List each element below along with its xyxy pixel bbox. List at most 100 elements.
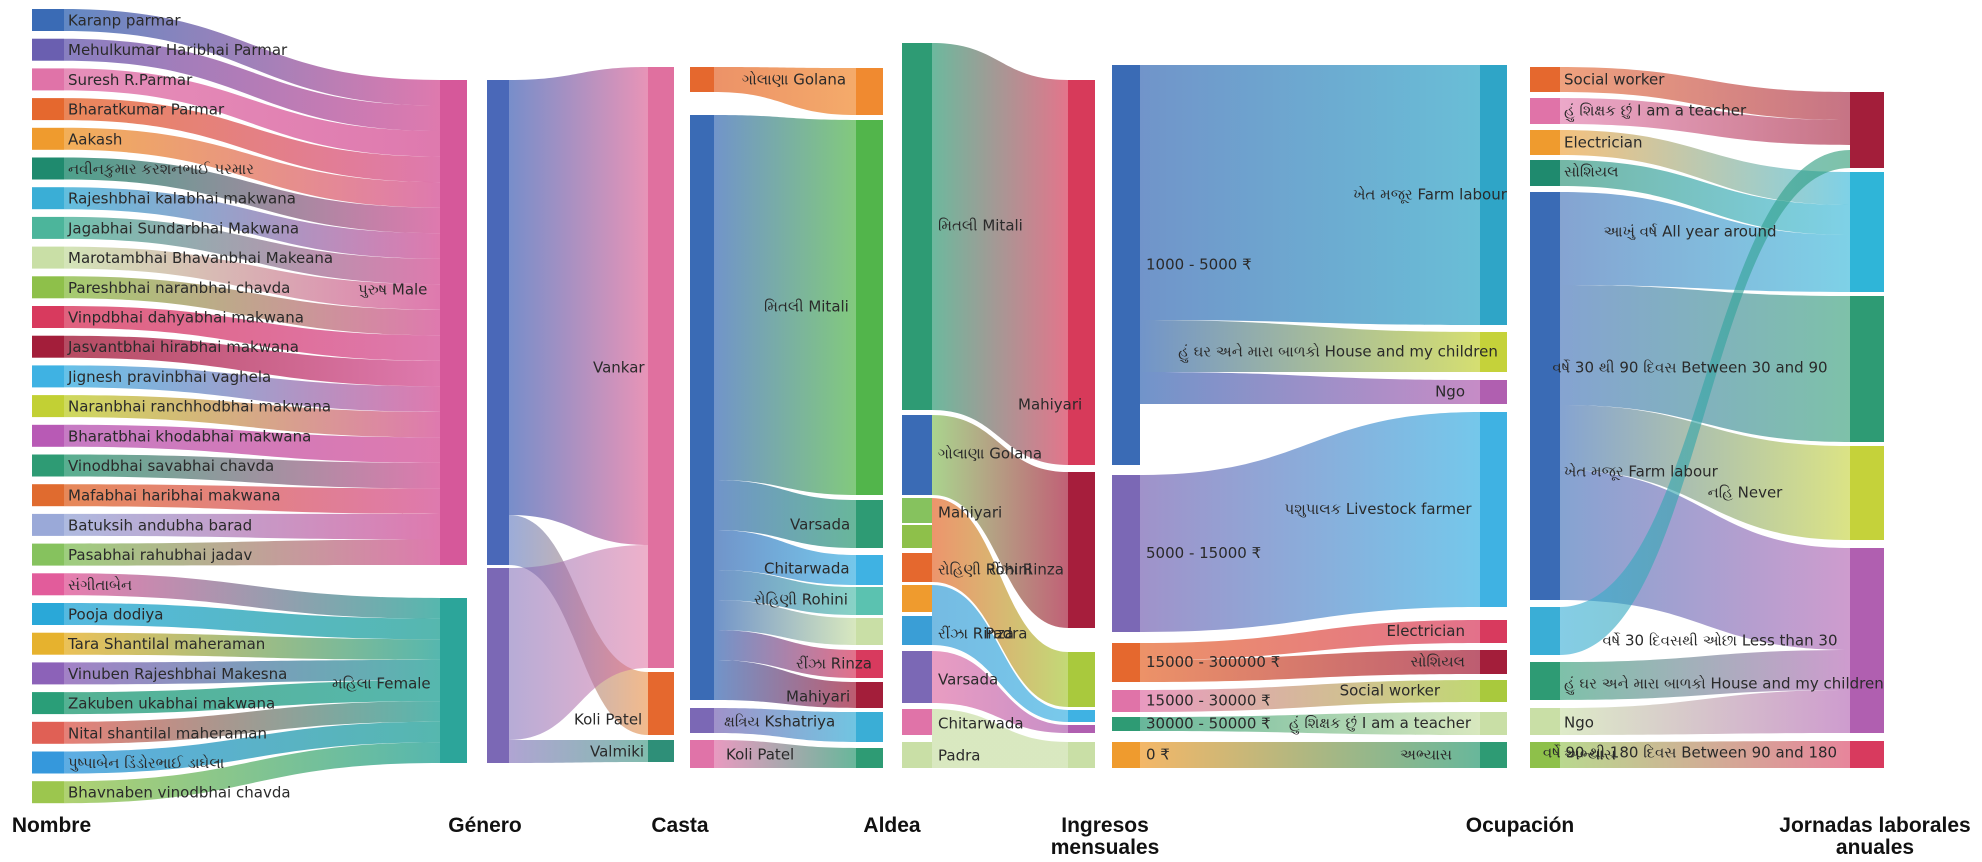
nombre-node-karanp-parmar — [32, 9, 64, 31]
link-layer — [64, 9, 1850, 804]
aldea-label-chitarwada: Chitarwada — [764, 560, 850, 578]
link-casta-aldea-0 — [714, 67, 856, 115]
aldea-right-label-mitali: મિતલી Mitali — [938, 217, 1023, 235]
link-casta-aldea-7 — [714, 660, 856, 708]
ocupacion-node-7 — [1480, 712, 1507, 735]
link-ingresos-ocupacion-4 — [1140, 620, 1480, 660]
ocupacion-label-3: પશુપાલક Livestock farmer — [1285, 500, 1473, 518]
ingresos-right-node-5 — [1112, 742, 1140, 768]
link-casta-aldea-3 — [714, 530, 856, 585]
nombre-node-pasabhai-rahubhai-jadav — [32, 543, 64, 566]
link-casta-aldea-4 — [714, 570, 856, 615]
link-ocupacion-jornadas-0 — [1560, 67, 1850, 120]
aldea-label-rohini: રોહિણી Rohini — [754, 591, 848, 609]
link-nombre-genero-25 — [64, 721, 440, 774]
link-casta-aldea-9 — [714, 740, 856, 768]
link-ocupacion-jornadas-5 — [1560, 285, 1850, 442]
ocupacion-source-node-6 — [1530, 662, 1560, 700]
casta-label-valmiki: Valmiki — [590, 743, 644, 761]
ingresos-label-4: 30000 - 50000 ₹ — [1146, 715, 1271, 733]
nombre-label-23: Zakuben ukabhai makwana — [68, 695, 275, 713]
casta-node-valmiki — [648, 740, 674, 762]
jornadas-node-2 — [1850, 296, 1884, 442]
nombre-node-bhavnaben-vinodbhai-chavda — [32, 781, 64, 804]
link-nombre-genero-8 — [64, 246, 440, 310]
nombre-node-node-25 — [32, 751, 64, 774]
aldea-right-label-chitarwada: Chitarwada — [938, 715, 1024, 733]
link-nombre-genero-15 — [64, 454, 440, 489]
jornadas-node-5 — [1850, 741, 1884, 768]
link-ocupacion-jornadas-10 — [1560, 690, 1850, 735]
casta-right-vankar — [690, 115, 714, 700]
ingresos-right-node-3 — [1112, 690, 1140, 712]
nombre-node-mehulkumar-haribhai-parmar — [32, 38, 64, 61]
link-aldea-ingresos-1 — [932, 415, 1068, 628]
ocupacion-node-3 — [1480, 412, 1507, 607]
link-ocupacion-jornadas-6 — [1560, 405, 1850, 540]
jornadas-node-3 — [1850, 446, 1884, 540]
genero-label-male: પુરુષ Male — [358, 281, 427, 299]
genero-node-female — [440, 598, 467, 763]
nombre-node-rajeshbhai-kalabhai-makwana — [32, 187, 64, 210]
link-ocupacion-jornadas-7 — [1560, 470, 1850, 650]
nombre-node-suresh-r-parmar — [32, 68, 64, 91]
ocupacion-source-node-8 — [1530, 742, 1560, 768]
ocupacion-node-4 — [1480, 620, 1507, 643]
casta-node-koli-patel — [648, 672, 674, 735]
ocupacion-source-label-4: ખેત મજૂર Farm labour — [1564, 462, 1719, 480]
aldea-label-koli: Koli Patel — [726, 746, 794, 764]
nombre-label-18: Pasabhai rahubhai jadav — [68, 546, 252, 564]
link-nombre-genero-6 — [64, 187, 440, 259]
nombre-label-20: Pooja dodiya — [68, 606, 163, 624]
link-ocupacion-jornadas-11 — [1560, 741, 1850, 768]
ingresos-right-node-0 — [1112, 65, 1140, 465]
link-casta-aldea-1 — [714, 115, 856, 495]
nombre-node-node-19 — [32, 573, 64, 596]
link-ingresos-ocupacion-3 — [1140, 412, 1480, 632]
ocupacion-source-label-7: Ngo — [1564, 714, 1594, 732]
ocupacion-source-node-5 — [1530, 607, 1560, 655]
jornadas-label-5: વર્ષે 90 થી 180 દિવસ Between 90 and 180 — [1543, 743, 1837, 761]
axis-title-ingresos: Ingresos mensuales — [1050, 814, 1160, 859]
link-aldea-ingresos-5 — [932, 709, 1068, 768]
aldea-node-9 — [856, 748, 883, 768]
jornadas-label-1: આખું વર્ષ All year around — [1603, 223, 1776, 241]
ocupacion-source-node-0 — [1530, 67, 1560, 92]
nombre-label-0: Karanp parmar — [68, 12, 181, 30]
nombre-label-10: Vinpdbhai dahyabhai makwana — [68, 309, 304, 327]
ingresos-right-node-4 — [1112, 717, 1140, 731]
link-ocupacion-jornadas-2 — [1560, 130, 1850, 205]
link-ocupacion-jornadas-8 — [1560, 150, 1850, 655]
genero-node-male-right — [487, 80, 509, 565]
link-genero-casta-male-vankar — [509, 67, 648, 545]
label-layer: Karanp parmar Mehulkumar Haribhai Parmar S… — [67, 12, 1884, 802]
nombre-node-vinodbhai-savabhai-chavda — [32, 454, 64, 477]
aldea-mid-label-mahiyari: Mahiyari — [1018, 396, 1082, 414]
ingresos-node-1 — [1068, 472, 1095, 628]
nombre-label-2: Suresh R.Parmar — [68, 71, 193, 89]
link-ocupacion-jornadas-1 — [1560, 98, 1850, 145]
link-ocupacion-jornadas-4 — [1560, 192, 1850, 292]
genero-node-male — [440, 80, 467, 565]
ocupacion-source-label-0: Social worker — [1564, 71, 1665, 89]
aldea-node-7 — [856, 682, 883, 708]
ingresos-label-0: 1000 - 5000 ₹ — [1146, 256, 1252, 274]
nombre-label-16: Mafabhai haribhai makwana — [68, 487, 281, 505]
casta-right-koli — [690, 740, 714, 768]
ocupacion-source-label-8: અભ્યાસ — [1564, 746, 1616, 764]
link-nombre-genero-16 — [64, 484, 440, 514]
link-ingresos-ocupacion-8 — [1140, 742, 1480, 768]
ocupacion-node-2 — [1480, 380, 1507, 404]
jornadas-label-2: વર્ષે 30 થી 90 દિવસ Between 30 and 90 — [1552, 358, 1827, 376]
nombre-label-15: Vinodbhai savabhai chavda — [68, 457, 274, 475]
aldea-label-kshatriya: ક્ષત્રિય Kshatriya — [724, 713, 835, 731]
jornadas-node-0 — [1850, 92, 1884, 168]
nombre-label-5: નવીનકુમાર કરશનભાઈ પરમાર — [68, 160, 254, 178]
ocupacion-source-node-1 — [1530, 98, 1560, 124]
aldea-right-node-2 — [902, 498, 932, 523]
ocupacion-label-7: હું શિક્ષક છું I am a teacher — [1289, 714, 1472, 734]
link-nombre-genero-7 — [64, 216, 440, 285]
nombre-label-1: Mehulkumar Haribhai Parmar — [68, 41, 288, 59]
